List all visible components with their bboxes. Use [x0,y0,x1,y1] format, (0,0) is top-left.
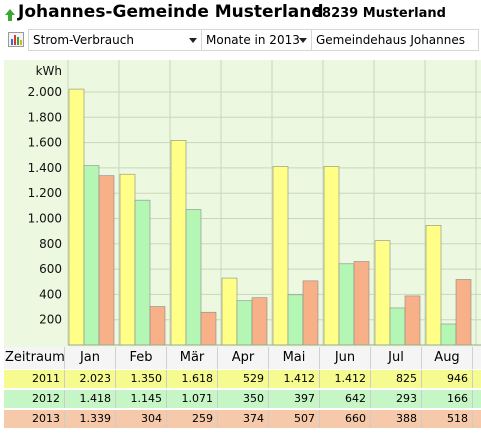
period-dropdown[interactable]: Monate in 2013 [201,29,312,51]
y-tick-label: 1.400 [28,161,62,175]
table-header-month[interactable]: Jul [371,347,422,369]
bar-chart-icon[interactable] [8,32,24,47]
page-header: Johannes-Gemeinde Musterland 58239 Muste… [0,0,481,30]
bar-2011-Mai[interactable] [272,166,289,346]
y-axis-label: kWh [36,64,62,78]
bar-2013-Mai[interactable] [302,280,319,346]
chevron-down-icon [189,38,197,43]
table-cell: 1.145 [116,390,167,408]
y-tick-label: 1.000 [28,212,62,226]
bar-chart: 200 400 600 800 1.000 1.200 1.400 1.600 1.800 2.0… [28,60,481,346]
y-tick-label: 800 [39,237,62,251]
table-header-month[interactable]: Apr [218,347,269,369]
trend-up-icon [5,9,15,21]
table-cell: 529 [218,370,269,388]
table-cell: 518 [422,410,473,428]
y-tick-label: 2.000 [28,85,62,99]
y-tick-label: 400 [39,287,62,301]
bar-2012-Mär[interactable] [185,209,202,346]
table-cell: 1.412 [269,370,320,388]
table-cell: 1.071 [167,390,218,408]
toolbar: Strom-Verbrauch Monate in 2013 Gemeindeh… [0,29,481,51]
site-selector[interactable]: Gemeindehaus Johannes [311,29,479,51]
table-cell: 507 [269,410,320,428]
y-tick-label: 200 [39,313,62,327]
table-header-month[interactable]: Aug [422,347,473,369]
bar-2011-Aug[interactable] [425,225,442,346]
table-cell: 825 [371,370,422,388]
bar-2012-Jun[interactable] [338,263,355,346]
bar-2012-Mai[interactable] [287,294,304,346]
table-cell: 660 [320,410,371,428]
table-row: 2013 1.339 304 259 374 507 660 388 518 [4,410,481,428]
bar-2012-Aug[interactable] [440,323,457,346]
table-cell: 374 [218,410,269,428]
table-header-month[interactable]: Jan [65,347,116,369]
table-header-month[interactable]: Mai [269,347,320,369]
table-header-zeitraum[interactable]: Zeitraum [4,347,65,369]
page-title: Johannes-Gemeinde Musterland [18,2,324,22]
table-header-row: Zeitraum Jan Feb Mär Apr Mai Jun Jul Aug [4,347,481,369]
bar-2013-Jul[interactable] [404,295,421,346]
bar-2011-Feb[interactable] [119,173,136,346]
bar-2013-Feb[interactable] [149,306,166,346]
data-table: Zeitraum Jan Feb Mär Apr Mai Jun Jul Aug 2011 2.02… [4,347,481,430]
bar-2013-Jun[interactable] [353,261,370,346]
table-cell: 1.412 [320,370,371,388]
table-cell: 1.618 [167,370,218,388]
y-tick-label: 1.800 [28,110,62,124]
table-header-month[interactable]: Mär [167,347,218,369]
y-tick-label: 1.200 [28,186,62,200]
bar-2012-Apr[interactable] [236,300,253,346]
table-cell: 259 [167,410,218,428]
bar-2013-Mär[interactable] [200,311,217,346]
bar-2013-Jan[interactable] [98,175,115,346]
table-cell: 166 [422,390,473,408]
bar-2013-Apr[interactable] [251,297,268,346]
y-tick-label: 1.600 [28,136,62,150]
table-cell: 2.023 [65,370,116,388]
table-cell: 946 [422,370,473,388]
chevron-down-icon [299,38,307,43]
table-cell: 1.350 [116,370,167,388]
bar-2013-Aug[interactable] [455,279,472,346]
period-dropdown-value: Monate in 2013 [206,33,300,47]
bar-2011-Mär[interactable] [170,140,187,346]
table-header-month[interactable]: Jun [320,347,371,369]
bar-2011-Jul[interactable] [374,240,391,346]
row-year-label: 2011 [4,370,65,388]
bar-2012-Jul[interactable] [389,307,406,346]
bar-2011-Jan[interactable] [68,88,85,346]
table-header-month[interactable]: Feb [116,347,167,369]
row-year-label: 2012 [4,390,65,408]
row-year-label: 2013 [4,410,65,428]
table-cell: 350 [218,390,269,408]
metric-dropdown[interactable]: Strom-Verbrauch [28,29,202,51]
table-cell: 397 [269,390,320,408]
bar-2011-Jun[interactable] [323,166,340,346]
chart-panel: 200 400 600 800 1.000 1.200 1.400 1.600 1.800 2.0… [4,60,481,347]
table-cell: 1.339 [65,410,116,428]
table-cell: 388 [371,410,422,428]
bar-2012-Feb[interactable] [134,199,151,346]
table-cell: 293 [371,390,422,408]
bar-2011-Apr[interactable] [221,277,238,346]
site-selector-value: Gemeindehaus Johannes [316,33,466,47]
table-cell: 304 [116,410,167,428]
table-cell: 642 [320,390,371,408]
metric-dropdown-value: Strom-Verbrauch [33,33,134,47]
table-row: 2012 1.418 1.145 1.071 350 397 642 293 166 [4,390,481,408]
bar-2012-Jan[interactable] [83,165,100,346]
y-tick-label: 600 [39,262,62,276]
page-subtitle: 58239 Musterland [313,6,446,21]
table-row: 2011 2.023 1.350 1.618 529 1.412 1.412 825 946 [4,370,481,388]
table-cell: 1.418 [65,390,116,408]
